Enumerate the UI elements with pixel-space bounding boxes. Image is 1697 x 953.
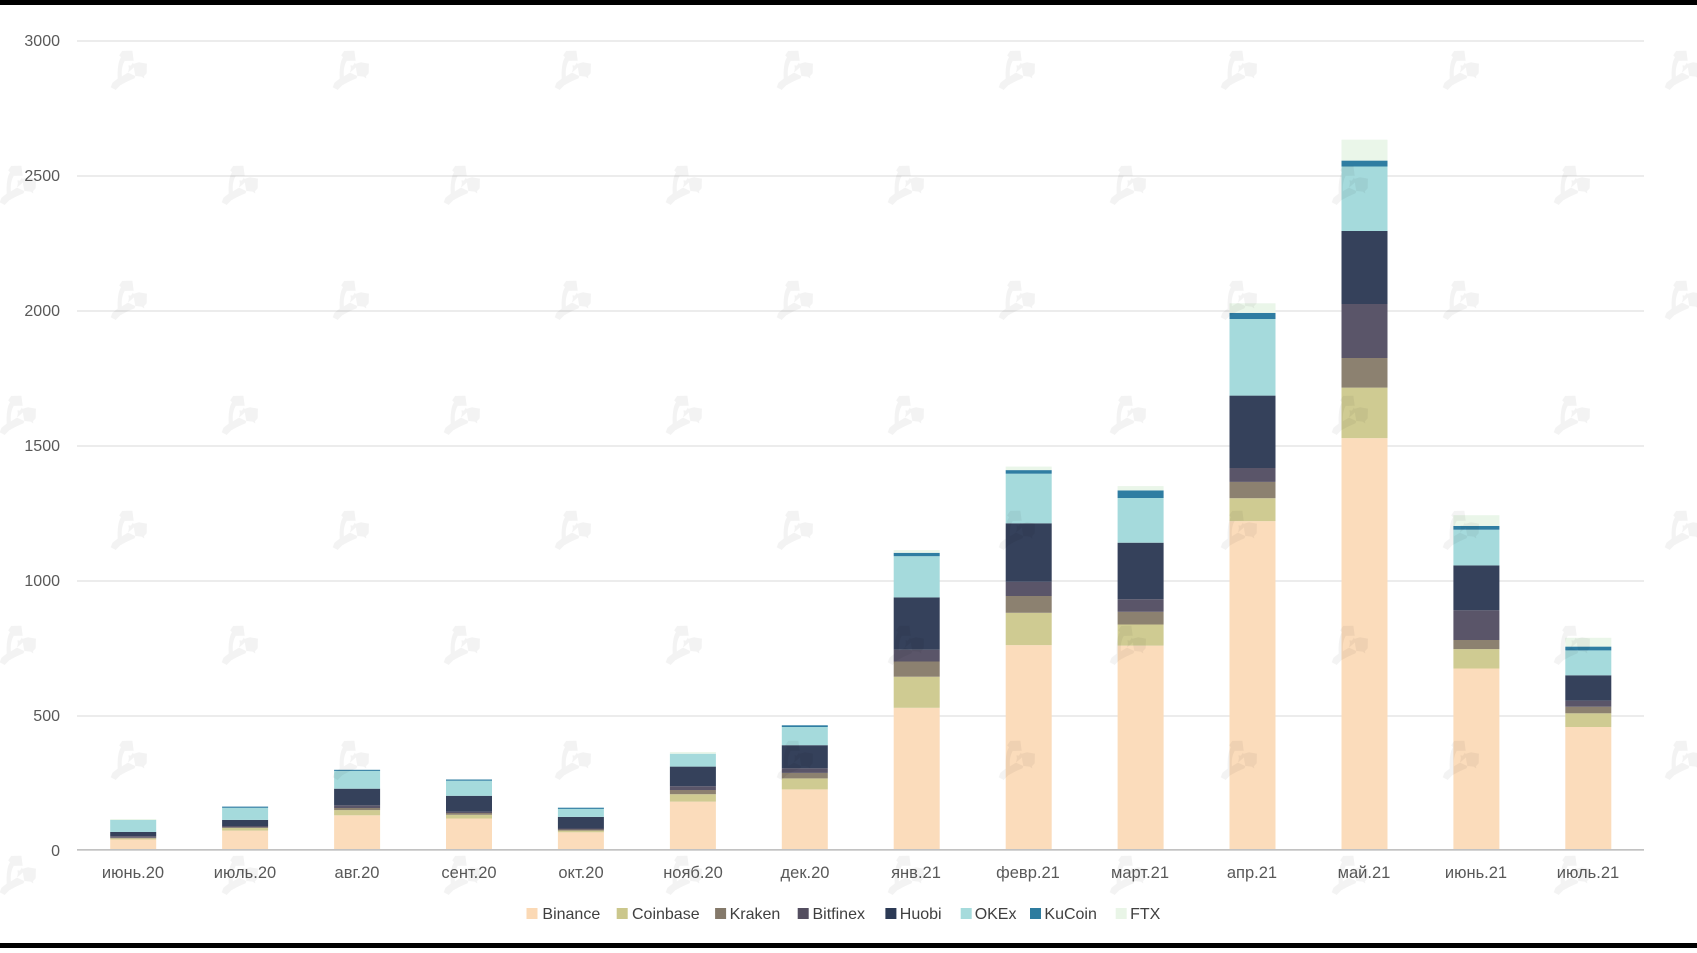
svg-text:окт.20: окт.20 [558,864,603,882]
svg-text:июнь.21: июнь.21 [1445,864,1507,882]
svg-text:FTX: FTX [1130,906,1161,923]
svg-text:Huobi: Huobi [900,906,942,923]
svg-text:Coinbase: Coinbase [632,906,700,923]
svg-text:Kraken: Kraken [730,906,781,923]
svg-text:2000: 2000 [24,303,60,320]
svg-text:июль.20: июль.20 [214,864,276,882]
svg-text:Bitfinex: Bitfinex [813,906,865,923]
svg-text:0: 0 [51,843,60,860]
svg-text:1000: 1000 [24,573,60,590]
svg-text:500: 500 [33,708,60,725]
svg-text:Binance: Binance [542,906,600,923]
svg-text:3000: 3000 [24,33,60,50]
svg-text:февр.21: февр.21 [996,864,1060,882]
svg-text:OKEx: OKEx [975,906,1017,923]
svg-text:июнь.20: июнь.20 [102,864,164,882]
svg-text:авг.20: авг.20 [335,864,380,882]
svg-text:KuCoin: KuCoin [1044,906,1096,923]
svg-text:апр.21: апр.21 [1227,864,1277,882]
svg-text:дек.20: дек.20 [781,864,830,882]
svg-text:1500: 1500 [24,438,60,455]
